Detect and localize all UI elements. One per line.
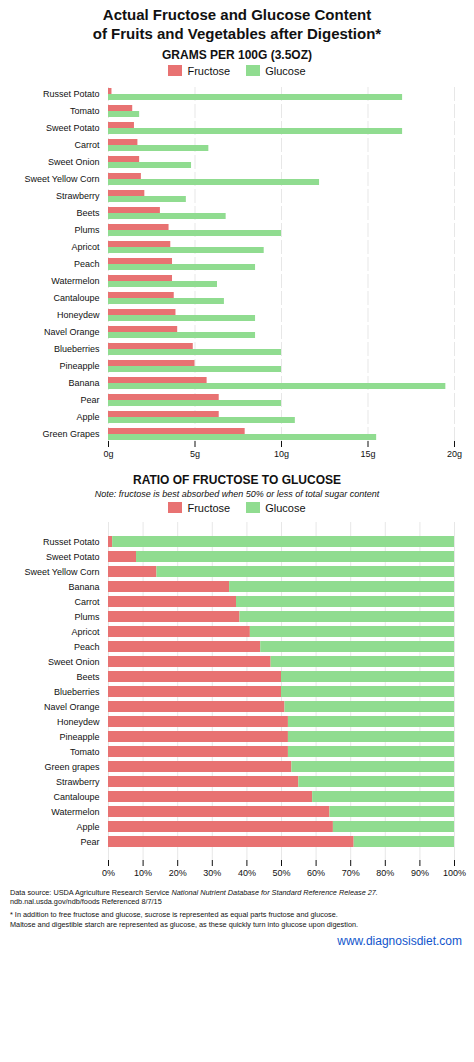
html-text:www.diagnosisdiet.com: www.diagnosisdiet.com [337,933,462,948]
html-text:* In addition to free fructose: * In addition to free fructose and gluco… [10,910,358,929]
svg-text:40%: 40% [238,867,256,877]
svg-text:Navel Orange: Navel Orange [44,701,100,711]
svg-text:Blueberries: Blueberries [54,686,100,696]
svg-text:Navel Orange: Navel Orange [44,327,100,337]
html-text:RATIO OF FRUCTOSE TO GLUCOSE: RATIO OF FRUCTOSE TO GLUCOSE [133,472,341,487]
svg-text:Pineapple: Pineapple [59,731,99,741]
svg-text:Blueberries: Blueberries [54,344,100,354]
svg-text:Pineapple: Pineapple [59,361,99,371]
svg-text:Cantaloupe: Cantaloupe [53,293,99,303]
svg-text:Beets: Beets [76,208,100,218]
svg-text:0g: 0g [103,448,113,458]
svg-text:Pear: Pear [80,836,99,846]
svg-text:20%: 20% [169,867,187,877]
svg-text:Watermelon: Watermelon [51,806,99,816]
svg-text:15g: 15g [360,448,375,458]
svg-text:Banana: Banana [68,378,99,388]
html-text:Actual Fructose and Glucose Co: Actual Fructose and Glucose Content of F… [92,6,382,42]
svg-text:Plums: Plums [74,225,100,235]
svg-text:Sweet Yellow Corn: Sweet Yellow Corn [24,174,99,184]
html-text:ndb.nal.usda.gov/ndb/foods Ref: ndb.nal.usda.gov/ndb/foods Referenced 8/… [10,897,162,907]
svg-text:Peach: Peach [74,259,100,269]
html-text:Fructose: Fructose [187,64,231,77]
svg-text:Carrot: Carrot [74,140,100,150]
svg-text:Tomato: Tomato [70,746,100,756]
svg-text:Sweet Yellow Corn: Sweet Yellow Corn [24,566,99,576]
svg-text:90%: 90% [411,867,429,877]
svg-text:Honeydew: Honeydew [57,716,100,726]
svg-text:Sweet Onion: Sweet Onion [48,656,100,666]
svg-text:Tomato: Tomato [70,106,100,116]
svg-text:Apricot: Apricot [71,242,100,252]
svg-text:Apple: Apple [76,412,99,422]
html-text:GRAMS PER 100G (3.5OZ): GRAMS PER 100G (3.5OZ) [162,47,312,62]
svg-text:100%: 100% [443,867,466,877]
svg-text:Carrot: Carrot [74,596,100,606]
svg-text:60%: 60% [307,867,325,877]
svg-text:Honeydew: Honeydew [57,310,100,320]
svg-text:Russet Potato: Russet Potato [43,89,100,99]
svg-text:Sweet Onion: Sweet Onion [48,157,100,167]
svg-text:Banana: Banana [68,581,99,591]
html-text:Glucose: Glucose [265,64,306,77]
svg-text:Strawberry: Strawberry [56,191,100,201]
svg-text:30%: 30% [203,867,221,877]
svg-text:Sweet Potato: Sweet Potato [46,123,100,133]
html-text:Note: fructose is best absorbe: Note: fructose is best absorbed when 50%… [94,488,380,499]
svg-text:Pear: Pear [80,395,99,405]
svg-text:Apple: Apple [76,821,99,831]
svg-text:Apricot: Apricot [71,626,100,636]
svg-text:Cantaloupe: Cantaloupe [53,791,99,801]
svg-text:80%: 80% [376,867,394,877]
svg-text:50%: 50% [272,867,290,877]
svg-text:Strawberry: Strawberry [56,776,100,786]
html-text:Fructose: Fructose [187,501,231,514]
svg-text:Sweet Potato: Sweet Potato [46,551,100,561]
svg-text:10%: 10% [134,867,152,877]
svg-text:0%: 0% [102,867,115,877]
svg-text:Green Grapes: Green Grapes [42,429,100,439]
svg-text:Plums: Plums [74,611,100,621]
svg-text:70%: 70% [342,867,360,877]
svg-text:Watermelon: Watermelon [51,276,99,286]
svg-text:Russet Potato: Russet Potato [43,536,100,546]
svg-text:10g: 10g [274,448,289,458]
svg-text:Beets: Beets [76,671,100,681]
svg-text:20g: 20g [447,448,462,458]
svg-text:Peach: Peach [74,641,100,651]
html-text:Data source: USDA Agriculture: Data source: USDA Agriculture Research S… [10,887,378,897]
svg-text:Green grapes: Green grapes [44,761,100,771]
svg-text:5g: 5g [190,448,200,458]
html-text:Glucose: Glucose [265,501,306,514]
